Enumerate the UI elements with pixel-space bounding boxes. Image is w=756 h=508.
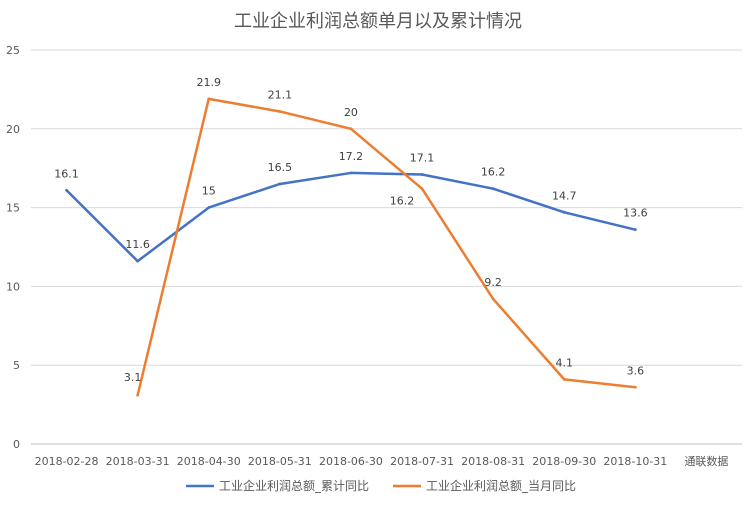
- x-tick-label: 2018-10-31: [603, 455, 667, 468]
- data-label: 3.6: [627, 364, 645, 377]
- data-point-series-0: [278, 182, 282, 186]
- data-point-series-1: [633, 385, 637, 389]
- data-point-series-0: [633, 228, 637, 232]
- y-tick-label: 25: [6, 44, 20, 57]
- data-label: 17.1: [410, 152, 435, 165]
- data-label: 16.5: [268, 161, 293, 174]
- data-label: 16.2: [390, 195, 415, 208]
- x-tick-label: 2018-07-31: [390, 455, 454, 468]
- legend-entry-label: 工业企业利润总额_累计同比: [219, 478, 369, 493]
- data-point-series-1: [491, 297, 495, 301]
- y-axis-ticks: 0 5 10 15 20 25: [6, 44, 20, 451]
- x-tick-label: 2018-05-31: [248, 455, 312, 468]
- x-axis-extra-label: 通联数据: [684, 454, 728, 468]
- data-point-series-0: [65, 188, 68, 192]
- data-label: 15: [202, 185, 216, 198]
- data-point-series-1: [207, 97, 211, 101]
- data-label: 16.2: [481, 166, 506, 179]
- data-point-series-1: [349, 127, 353, 131]
- legend: 工业企业利润总额_累计同比 工业企业利润总额_当月同比: [186, 478, 576, 493]
- x-tick-label: 2018-04-30: [177, 455, 241, 468]
- data-label: 11.6: [125, 238, 150, 251]
- series-lines: [65, 97, 637, 397]
- y-tick-label: 15: [6, 202, 20, 215]
- data-label: 3.1: [124, 371, 142, 384]
- data-point-series-0: [420, 173, 424, 176]
- x-tick-label: 2018-08-31: [461, 455, 525, 468]
- data-label: 9.2: [484, 276, 502, 289]
- x-tick-label: 2018-06-30: [319, 455, 383, 468]
- data-label: 16.1: [54, 167, 79, 180]
- y-tick-label: 20: [6, 123, 20, 136]
- x-tick-label: 2018-09-30: [532, 455, 596, 468]
- data-point-series-0: [491, 187, 495, 191]
- data-label: 14.7: [552, 189, 577, 202]
- data-label: 21.1: [268, 88, 293, 101]
- data-point-series-0: [136, 259, 140, 263]
- series-line-1: [136, 97, 637, 397]
- legend-entry-label: 工业企业利润总额_当月同比: [426, 478, 576, 493]
- data-labels: 16.1 11.6 15 16.5 17.2 17.1 16.2 14.7 13.6 3.1 21.…: [54, 76, 647, 384]
- data-point-series-1: [420, 187, 424, 191]
- data-point-series-1: [136, 393, 140, 397]
- data-point-series-0: [349, 171, 353, 175]
- data-label: 20: [344, 106, 358, 119]
- x-axis-ticks: 2018-02-28 2018-03-31 2018-04-30 2018-05-31…: [35, 454, 729, 468]
- chart-title: 工业企业利润总额单月以及累计情况: [234, 11, 522, 32]
- x-tick-label: 2018-03-31: [106, 455, 170, 468]
- gridlines: [31, 49, 742, 445]
- data-label: 13.6: [623, 207, 648, 220]
- data-point-series-1: [278, 110, 282, 113]
- data-label: 21.9: [197, 76, 222, 89]
- data-point-series-1: [562, 377, 566, 381]
- data-point-series-0: [562, 210, 566, 214]
- data-point-series-0: [207, 206, 211, 210]
- series-line-0: [65, 171, 637, 263]
- data-label: 17.2: [339, 150, 364, 163]
- y-tick-label: 0: [13, 438, 20, 451]
- y-tick-label: 10: [6, 280, 20, 293]
- x-tick-label: 2018-02-28: [35, 455, 99, 468]
- y-tick-label: 5: [13, 359, 20, 372]
- data-label: 4.1: [556, 356, 574, 369]
